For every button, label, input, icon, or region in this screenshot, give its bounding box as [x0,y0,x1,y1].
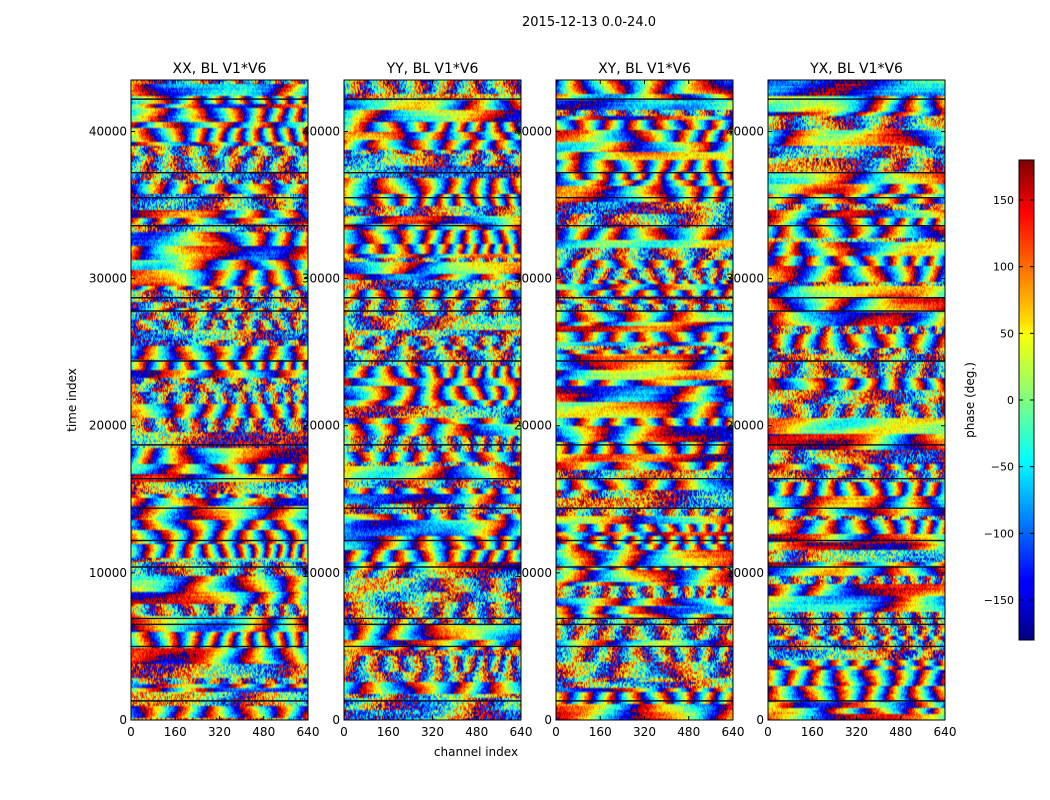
x-tick-label: 320 [633,725,656,739]
y-tick-label: 20000 [726,419,764,433]
y-tick-label: 40000 [514,124,552,138]
y-axis-label: time index [65,368,79,432]
phase-heatmap [556,80,733,720]
x-tick-label: 160 [589,725,612,739]
y-tick-label: 10000 [514,566,552,580]
panels: XX, BL V1*V6 0 160 320 480 640 0 10000 20000 3000… [89,61,957,739]
panel-title: YX, BL V1*V6 [809,61,903,77]
colorbar: 150 100 50 0 −50 −100 −150 [984,159,1035,641]
y-tick-label: 0 [756,713,764,727]
x-tick-label: 480 [889,725,912,739]
x-tick-label: 0 [552,725,560,739]
x-tick-label: 0 [127,725,135,739]
y-tick-label: 20000 [302,419,340,433]
y-tick-label: 10000 [726,566,764,580]
phase-heatmap [344,80,521,720]
y-tick-label: 30000 [302,272,340,286]
y-tick-label: 20000 [89,419,127,433]
x-tick-label: 640 [722,725,745,739]
x-tick-label: 0 [340,725,348,739]
colorbar-tick-label: −100 [984,527,1014,540]
x-tick-label: 160 [164,725,187,739]
panel-title: YY, BL V1*V6 [386,61,479,77]
x-tick-label: 320 [421,725,444,739]
colorbar-tick-label: 100 [993,261,1014,274]
x-tick-label: 480 [465,725,488,739]
x-tick-label: 640 [934,725,957,739]
figure-suptitle: 2015-12-13 0.0-24.0 [522,15,656,30]
x-tick-label: 320 [845,725,868,739]
colorbar-tick-label: 50 [1000,327,1014,340]
x-tick-label: 320 [208,725,231,739]
y-tick-label: 10000 [302,566,340,580]
x-tick-label: 480 [677,725,700,739]
x-tick-label: 160 [801,725,824,739]
colorbar-tick-label: 0 [1007,394,1014,407]
colorbar-tick-label: −150 [984,594,1014,607]
x-tick-label: 480 [252,725,275,739]
y-tick-label: 40000 [302,124,340,138]
panel: YX, BL V1*V6 0 160 320 480 640 0 10000 20000 3000… [726,61,957,739]
colorbar-tick-label: −50 [991,461,1014,474]
x-tick-label: 640 [510,725,533,739]
phase-heatmap [768,80,945,720]
x-tick-label: 0 [764,725,772,739]
panel-title: XX, BL V1*V6 [173,61,267,77]
phase-heatmap [131,80,308,720]
y-tick-label: 0 [544,713,552,727]
panel-title: XY, BL V1*V6 [598,61,691,77]
panel: XX, BL V1*V6 0 160 320 480 640 0 10000 20000 3000… [89,61,320,739]
y-tick-label: 0 [119,713,127,727]
y-tick-label: 30000 [726,272,764,286]
y-tick-label: 30000 [89,272,127,286]
y-tick-label: 30000 [514,272,552,286]
y-tick-label: 40000 [89,124,127,138]
colorbar-tick-label: 150 [993,194,1014,207]
y-tick-label: 20000 [514,419,552,433]
x-axis-label: channel index [434,745,518,759]
panel: XY, BL V1*V6 0 160 320 480 640 0 10000 20000 3000… [514,61,745,739]
x-tick-label: 640 [297,725,320,739]
y-tick-label: 40000 [726,124,764,138]
x-tick-label: 160 [377,725,400,739]
panel: YY, BL V1*V6 0 160 320 480 640 0 10000 20000 3000… [302,61,533,739]
y-tick-label: 10000 [89,566,127,580]
y-tick-label: 0 [332,713,340,727]
colorbar-label: phase (deg.) [963,362,977,438]
